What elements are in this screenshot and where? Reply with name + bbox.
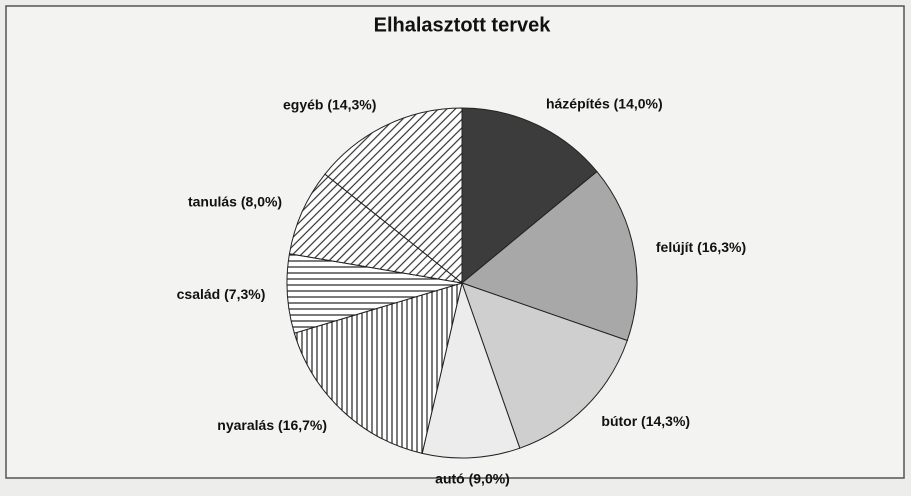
slice-label: család (7,3%) bbox=[177, 286, 266, 302]
slice-label: nyaralás (16,7%) bbox=[217, 417, 327, 433]
pie-slice bbox=[324, 107, 463, 285]
pie-slice bbox=[293, 282, 463, 455]
slice-label: autó (9,0%) bbox=[435, 470, 510, 486]
slice-label: bútor (14,3%) bbox=[601, 413, 690, 429]
chart-title: Elhalasztott tervek bbox=[374, 14, 552, 36]
slice-label: egyéb (14,3%) bbox=[283, 96, 376, 112]
pie-slice bbox=[421, 281, 521, 459]
pie-slice bbox=[461, 107, 598, 285]
pie-slice bbox=[460, 170, 638, 342]
slice-label: felújít (16,3%) bbox=[656, 239, 746, 255]
slice-label: házépítés (14,0%) bbox=[546, 95, 663, 111]
pie-slice bbox=[461, 282, 628, 449]
slice-label: tanulás (8,0%) bbox=[188, 193, 282, 209]
